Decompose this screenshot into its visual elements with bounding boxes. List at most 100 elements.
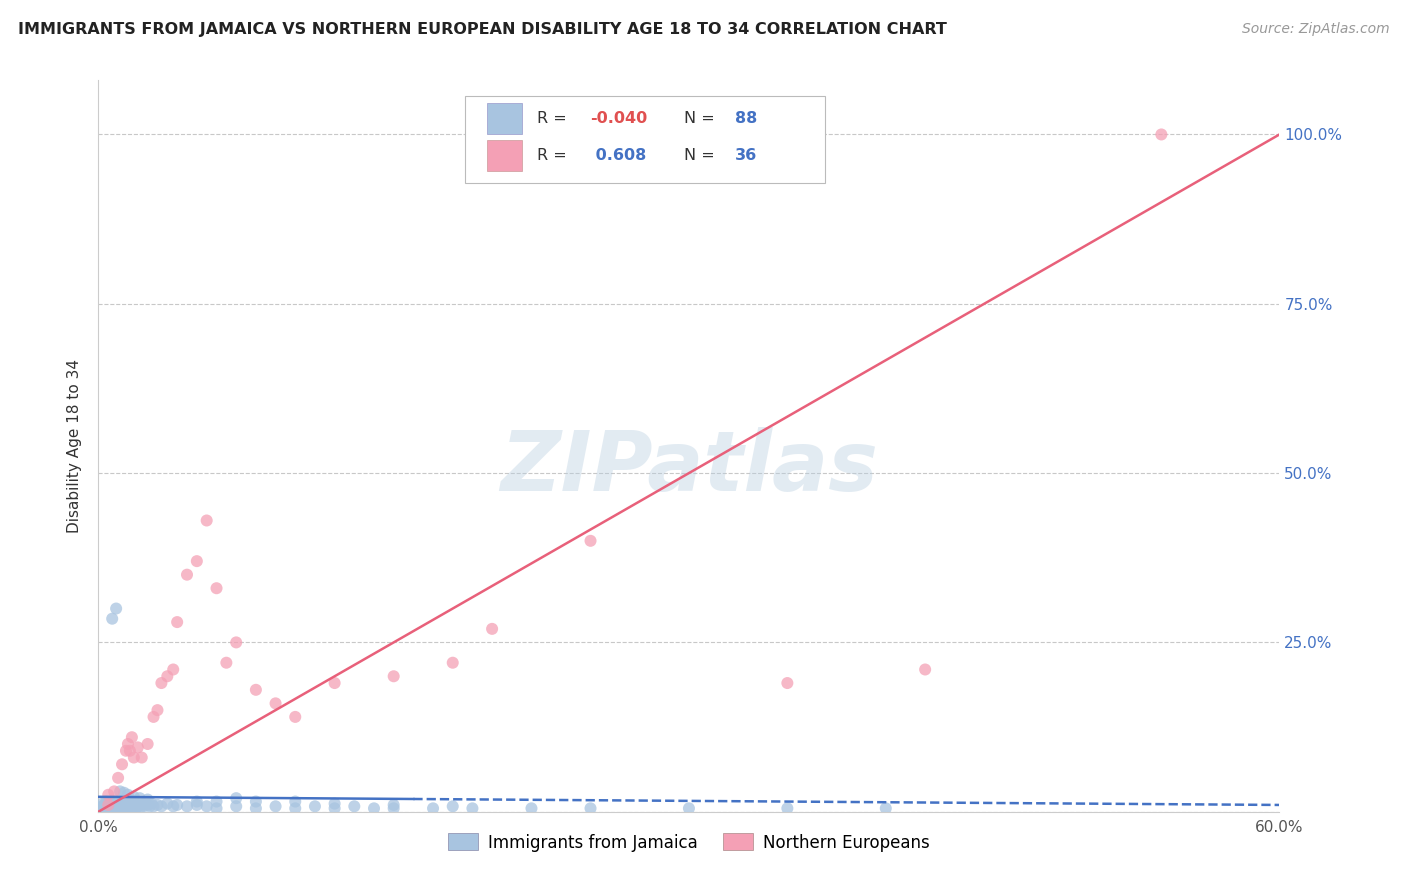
FancyBboxPatch shape bbox=[464, 96, 825, 183]
Point bbox=[205, 581, 228, 595]
Point bbox=[481, 622, 503, 636]
Point bbox=[186, 797, 208, 812]
FancyBboxPatch shape bbox=[486, 103, 523, 134]
Point bbox=[225, 791, 247, 805]
Point bbox=[136, 792, 159, 806]
Text: 88: 88 bbox=[735, 112, 758, 126]
Point bbox=[343, 799, 366, 814]
Point bbox=[98, 799, 121, 814]
Point bbox=[150, 799, 173, 814]
Point bbox=[122, 789, 145, 804]
Point bbox=[205, 795, 228, 809]
Point bbox=[520, 801, 543, 815]
Point bbox=[111, 795, 134, 809]
Point bbox=[107, 771, 129, 785]
Text: IMMIGRANTS FROM JAMAICA VS NORTHERN EUROPEAN DISABILITY AGE 18 TO 34 CORRELATION: IMMIGRANTS FROM JAMAICA VS NORTHERN EURO… bbox=[18, 22, 948, 37]
Point bbox=[107, 799, 129, 814]
Point bbox=[118, 744, 141, 758]
Point bbox=[93, 797, 115, 812]
Point bbox=[101, 612, 124, 626]
Point bbox=[382, 669, 405, 683]
Point bbox=[118, 795, 141, 809]
Point bbox=[146, 797, 169, 812]
Point bbox=[131, 797, 153, 812]
Point bbox=[122, 795, 145, 809]
Point bbox=[215, 656, 238, 670]
Point bbox=[284, 801, 307, 815]
Point bbox=[128, 791, 150, 805]
Point bbox=[422, 801, 444, 815]
Point bbox=[105, 797, 128, 812]
Point bbox=[142, 710, 165, 724]
Point bbox=[461, 801, 484, 815]
Point bbox=[107, 795, 129, 809]
Point bbox=[127, 795, 149, 809]
Point bbox=[105, 801, 128, 815]
Text: -0.040: -0.040 bbox=[589, 112, 647, 126]
Point bbox=[103, 795, 125, 809]
Point bbox=[112, 801, 135, 815]
Point bbox=[441, 799, 464, 814]
Point bbox=[284, 710, 307, 724]
Point bbox=[122, 799, 145, 814]
Point bbox=[579, 533, 602, 548]
Point bbox=[136, 797, 159, 812]
Point bbox=[776, 801, 799, 815]
Point bbox=[115, 795, 138, 809]
Point bbox=[118, 799, 141, 814]
Point bbox=[122, 750, 145, 764]
Point bbox=[131, 750, 153, 764]
Point bbox=[225, 799, 247, 814]
Point bbox=[128, 801, 150, 815]
Point bbox=[162, 799, 184, 814]
Point bbox=[132, 799, 155, 814]
Point bbox=[127, 740, 149, 755]
Point bbox=[150, 676, 173, 690]
Point bbox=[195, 799, 218, 814]
Point bbox=[108, 797, 131, 812]
Point bbox=[382, 801, 405, 815]
Point bbox=[284, 795, 307, 809]
Point bbox=[125, 801, 148, 815]
Point bbox=[323, 676, 346, 690]
Point bbox=[914, 663, 936, 677]
Text: R =: R = bbox=[537, 148, 571, 163]
Point bbox=[245, 795, 267, 809]
Point bbox=[108, 801, 131, 815]
Point bbox=[112, 797, 135, 812]
Text: R =: R = bbox=[537, 112, 571, 126]
Point bbox=[97, 801, 120, 815]
Point bbox=[441, 656, 464, 670]
Point bbox=[117, 801, 139, 815]
Point bbox=[93, 801, 115, 815]
Point bbox=[101, 797, 124, 812]
Point bbox=[91, 799, 114, 814]
Point bbox=[141, 797, 163, 811]
Point bbox=[125, 797, 148, 812]
Point bbox=[121, 730, 143, 744]
Point bbox=[117, 788, 139, 802]
Point bbox=[97, 797, 120, 812]
Point bbox=[98, 795, 121, 809]
Point bbox=[142, 799, 165, 814]
Point bbox=[117, 797, 139, 812]
Point bbox=[156, 669, 179, 683]
Text: Source: ZipAtlas.com: Source: ZipAtlas.com bbox=[1241, 22, 1389, 37]
Point bbox=[156, 797, 179, 811]
Point bbox=[115, 799, 138, 814]
Legend: Immigrants from Jamaica, Northern Europeans: Immigrants from Jamaica, Northern Europe… bbox=[441, 827, 936, 858]
Point bbox=[96, 799, 118, 814]
Text: N =: N = bbox=[685, 148, 720, 163]
Text: 36: 36 bbox=[735, 148, 758, 163]
Point bbox=[225, 635, 247, 649]
Point bbox=[382, 797, 405, 812]
Text: N =: N = bbox=[685, 112, 720, 126]
Point bbox=[115, 744, 138, 758]
Point bbox=[363, 801, 385, 815]
Point bbox=[105, 601, 128, 615]
Point bbox=[112, 786, 135, 800]
Point bbox=[138, 799, 160, 814]
Point bbox=[245, 801, 267, 815]
Point bbox=[111, 757, 134, 772]
Point bbox=[304, 799, 326, 814]
